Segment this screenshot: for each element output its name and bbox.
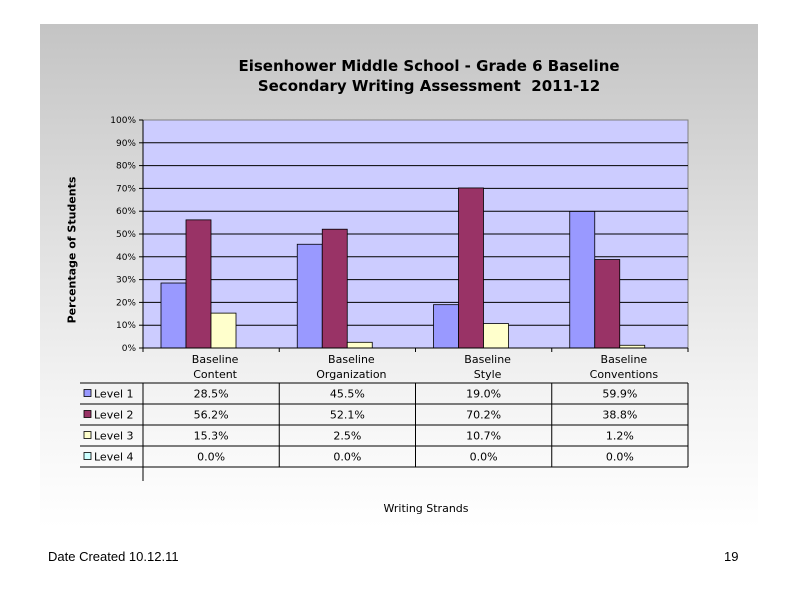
category-label: Style (474, 368, 502, 381)
data-label: 56.2% (194, 409, 229, 422)
y-tick-label: 80% (116, 162, 136, 172)
bar-level-2 (594, 259, 621, 349)
bar-level-3 (210, 312, 237, 349)
data-label: 0.0% (197, 451, 225, 464)
bar-level-1 (160, 282, 187, 349)
page-number: 19 (724, 549, 739, 564)
category-label: Content (193, 368, 237, 381)
data-label: 70.2% (466, 409, 501, 422)
y-tick-label: 30% (116, 276, 136, 286)
chart-title: Eisenhower Middle School - Grade 6 Basel… (40, 56, 800, 96)
data-label: 1.2% (606, 430, 634, 443)
category-label: Organization (316, 368, 386, 381)
data-label: 38.8% (602, 409, 637, 422)
data-label: 52.1% (330, 409, 365, 422)
data-label: 15.3% (194, 430, 229, 443)
data-label: 10.7% (466, 430, 501, 443)
data-label: 19.0% (466, 388, 501, 401)
y-tick-label: 10% (116, 321, 136, 331)
category-label: Baseline (464, 353, 511, 366)
bar-level-2 (458, 187, 484, 349)
legend-label: Level 3 (94, 430, 134, 443)
x-axis-label: Writing Strands (383, 502, 469, 515)
legend-key-level-3 (83, 431, 92, 439)
data-label: 45.5% (330, 388, 365, 401)
bar-level-3 (483, 323, 509, 349)
y-tick-label: 70% (116, 184, 136, 194)
y-tick-label: 90% (116, 139, 136, 149)
legend-label: Level 4 (94, 451, 134, 464)
data-label: 0.0% (470, 451, 498, 464)
bar-level-2 (185, 219, 212, 349)
bar-level-1 (433, 304, 459, 349)
bar-level-3 (346, 341, 373, 349)
data-label: 0.0% (606, 451, 634, 464)
legend-key-level-2 (83, 410, 92, 418)
y-tick-label: 20% (116, 298, 136, 308)
category-label: Baseline (192, 353, 239, 366)
data-label: 59.9% (602, 388, 637, 401)
chart-title-line-2: Secondary Writing Assessment 2011-12 (257, 77, 601, 95)
legend-label: Level 1 (94, 388, 134, 401)
y-tick-label: 0% (122, 344, 137, 354)
bar-level-1 (569, 211, 596, 349)
y-tick-label: 60% (116, 207, 136, 217)
category-label: Baseline (328, 353, 375, 366)
data-label: 28.5% (194, 388, 229, 401)
category-label: Baseline (601, 353, 648, 366)
bar-level-2 (321, 228, 348, 349)
y-tick-label: 40% (116, 253, 136, 263)
category-label: Conventions (590, 368, 659, 381)
legend-key-level-4 (83, 452, 92, 460)
chart-title-line-1: Eisenhower Middle School - Grade 6 Basel… (238, 57, 620, 75)
y-tick-label: 50% (116, 230, 136, 240)
data-label: 0.0% (333, 451, 361, 464)
bar-level-1 (296, 243, 323, 349)
legend-label: Level 2 (94, 409, 134, 422)
data-label: 2.5% (333, 430, 361, 443)
y-tick-label: 100% (110, 116, 136, 126)
legend-key-level-1 (83, 389, 92, 397)
footer-date: Date Created 10.12.11 (48, 549, 179, 564)
